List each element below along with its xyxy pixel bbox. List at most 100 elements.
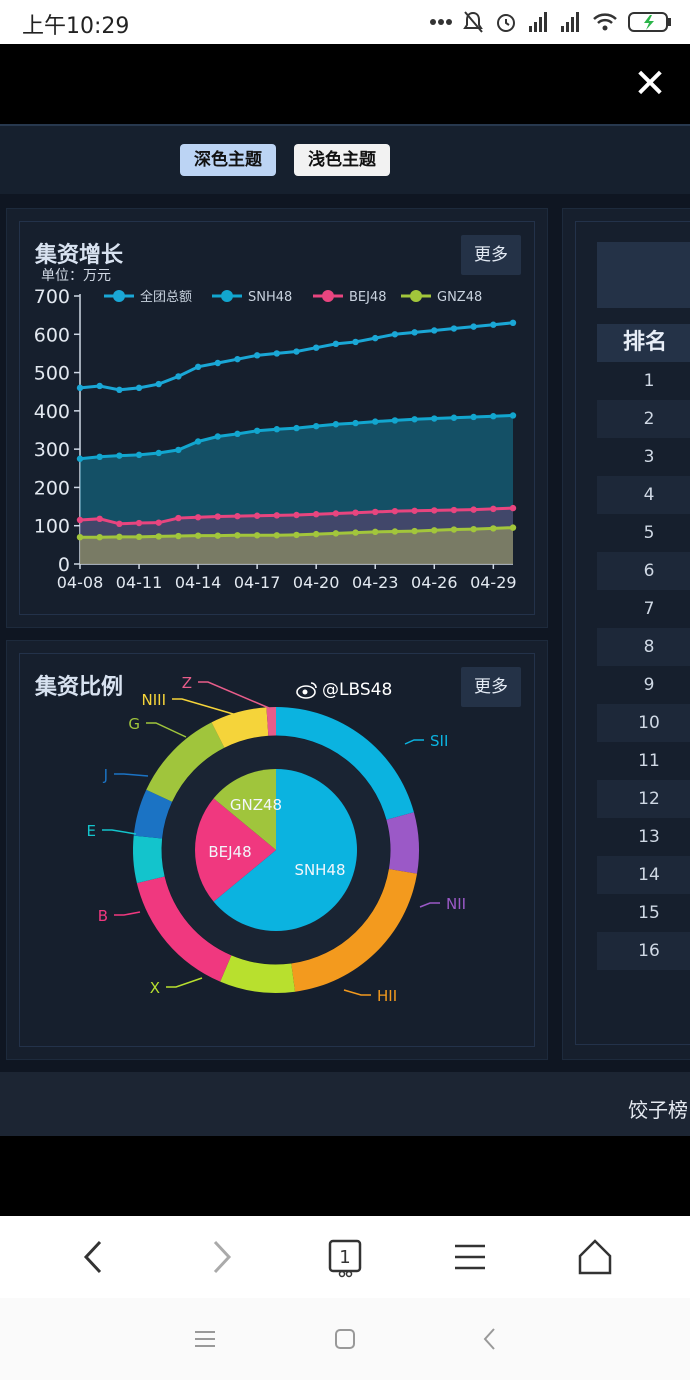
ranking-number: 3 bbox=[643, 447, 655, 467]
growth-line-chart: 0 100 200 300 400 500 600 700 04-08 04-11 04-14 04-… bbox=[34, 286, 517, 592]
legend-label[interactable]: GNZ48 bbox=[437, 290, 482, 305]
data-point bbox=[411, 416, 418, 423]
dumpling-ranking-link[interactable]: 饺子榜 bbox=[628, 1098, 688, 1122]
wifi-icon bbox=[593, 13, 617, 31]
tabs-icon[interactable]: 1 bbox=[320, 1232, 370, 1282]
outer-slice[interactable] bbox=[133, 789, 173, 839]
data-point bbox=[253, 532, 261, 539]
data-point bbox=[76, 455, 84, 462]
legend-label[interactable]: BEJ48 bbox=[349, 290, 387, 305]
outer-label-leader bbox=[172, 698, 241, 717]
legend-marker[interactable] bbox=[322, 290, 334, 302]
inner-slice[interactable] bbox=[213, 769, 358, 931]
ranking-row: 6 bbox=[597, 552, 690, 590]
data-point bbox=[155, 533, 162, 540]
outer-slice[interactable] bbox=[386, 812, 419, 874]
ranking-number: 15 bbox=[638, 903, 660, 923]
data-point bbox=[116, 452, 123, 459]
ranking-row: 12 bbox=[597, 780, 690, 818]
inner-slice-label: SNH48 bbox=[294, 861, 345, 879]
outer-slice[interactable] bbox=[136, 876, 232, 982]
dark-theme-button[interactable]: 深色主题 bbox=[180, 144, 276, 176]
outer-slice-label: NIII bbox=[142, 691, 167, 709]
ranking-panel-frame bbox=[575, 221, 690, 1045]
x-tick-label: 04-17 bbox=[234, 573, 281, 592]
y-tick-label: 200 bbox=[34, 477, 70, 499]
home-icon[interactable] bbox=[570, 1232, 620, 1282]
legend-label[interactable]: SNH48 bbox=[248, 290, 292, 305]
data-point bbox=[450, 506, 458, 514]
outer-slice-label: Z bbox=[182, 674, 192, 692]
ranking-row: 5 bbox=[597, 514, 690, 552]
legend-marker[interactable] bbox=[410, 290, 422, 302]
outer-slice[interactable] bbox=[266, 707, 276, 736]
data-point bbox=[450, 325, 458, 332]
y-tick-label: 500 bbox=[34, 363, 70, 385]
legend-marker[interactable] bbox=[113, 290, 125, 302]
ranking-number: 9 bbox=[643, 675, 655, 695]
ranking-number: 8 bbox=[643, 637, 655, 657]
data-point bbox=[194, 532, 202, 539]
outer-slice[interactable] bbox=[211, 707, 269, 748]
system-home-icon[interactable] bbox=[320, 1314, 370, 1364]
data-point bbox=[490, 505, 497, 513]
system-back-icon[interactable] bbox=[465, 1314, 515, 1364]
data-point bbox=[352, 529, 359, 536]
legend-label[interactable]: 全团总额 bbox=[140, 289, 192, 305]
ratio-panel-frame bbox=[19, 653, 535, 1047]
inner-slice[interactable] bbox=[194, 798, 276, 902]
data-point bbox=[135, 451, 143, 459]
data-point bbox=[470, 525, 477, 533]
data-point bbox=[391, 417, 399, 424]
outer-slice[interactable] bbox=[133, 835, 165, 884]
ranking-number: 7 bbox=[643, 599, 655, 619]
legend-marker[interactable] bbox=[221, 290, 233, 302]
data-point bbox=[372, 418, 379, 425]
outer-slice-label: J bbox=[103, 766, 108, 784]
data-point bbox=[509, 319, 517, 326]
ranking-number: 5 bbox=[643, 523, 655, 543]
outer-slice-label: B bbox=[98, 907, 108, 925]
data-point bbox=[509, 504, 517, 512]
menu-icon[interactable] bbox=[445, 1232, 495, 1282]
data-point bbox=[293, 424, 300, 432]
data-point bbox=[273, 426, 281, 433]
outer-label-leader bbox=[198, 681, 270, 709]
outer-label-leader bbox=[102, 829, 137, 835]
data-point bbox=[411, 329, 418, 336]
signal-icon bbox=[529, 12, 547, 32]
ranking-row: 3 bbox=[597, 438, 690, 476]
outer-slice-label: SII bbox=[430, 732, 448, 750]
outer-slice-label: X bbox=[150, 979, 160, 997]
ratio-more-button[interactable]: 更多 bbox=[461, 667, 521, 707]
outer-slice[interactable] bbox=[276, 707, 414, 820]
data-point bbox=[76, 534, 84, 541]
ranking-row: 4 bbox=[597, 476, 690, 514]
ranking-row: 8 bbox=[597, 628, 690, 666]
outer-label-leader bbox=[114, 773, 149, 777]
ranking-number: 1 bbox=[643, 371, 655, 391]
outer-slice[interactable] bbox=[220, 955, 296, 993]
outer-slice[interactable] bbox=[146, 722, 225, 802]
battery-icon bbox=[628, 12, 671, 32]
back-arrow-icon[interactable] bbox=[70, 1232, 120, 1282]
data-point bbox=[293, 511, 300, 519]
data-point bbox=[372, 334, 379, 342]
data-point bbox=[352, 509, 359, 516]
forward-arrow-icon[interactable] bbox=[195, 1232, 245, 1282]
watermark-text: @LBS48 bbox=[322, 680, 393, 700]
growth-more-button[interactable]: 更多 bbox=[461, 235, 521, 275]
ranking-header-block bbox=[597, 242, 690, 308]
inner-slice[interactable] bbox=[213, 769, 276, 850]
ranking-number: 10 bbox=[638, 713, 660, 733]
status-icons bbox=[430, 8, 672, 36]
recent-apps-icon[interactable] bbox=[180, 1314, 230, 1364]
light-theme-button[interactable]: 浅色主题 bbox=[294, 144, 390, 176]
data-point bbox=[332, 340, 340, 348]
close-icon[interactable]: ✕ bbox=[633, 61, 667, 107]
data-point bbox=[372, 528, 379, 536]
data-point bbox=[234, 532, 241, 539]
outer-slice[interactable] bbox=[291, 869, 418, 992]
data-point bbox=[96, 382, 103, 390]
